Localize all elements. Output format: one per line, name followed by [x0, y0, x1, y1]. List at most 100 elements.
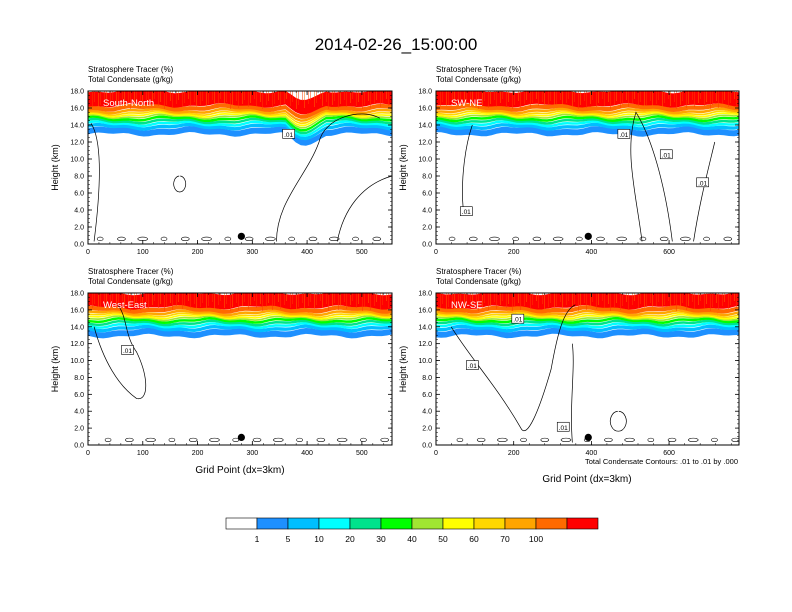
svg-text:.01: .01: [559, 425, 568, 432]
surface-contour: [456, 437, 464, 443]
y-tick-label: 10.0: [70, 358, 84, 365]
surface-contour: [273, 437, 284, 443]
colorbar-swatch: [318, 517, 351, 530]
surface-contour: [288, 236, 295, 241]
surface-contour: [489, 236, 500, 241]
surface-contour: [723, 236, 733, 241]
surface-contour: [552, 236, 564, 241]
tracer-band: [436, 126, 739, 137]
panel-header-condensate: Total Condensate (g/kg): [436, 75, 521, 84]
colorbar-label: 5: [286, 534, 291, 544]
y-tick-label: 10.0: [70, 157, 84, 164]
y-tick-label: 16.0: [70, 307, 84, 314]
y-tick-label: 12.0: [418, 140, 432, 147]
surface-contour: [576, 236, 583, 241]
x-tick-label: 200: [508, 249, 520, 256]
colorbar-swatch: [349, 517, 382, 530]
tracer-band: [88, 109, 392, 125]
tracer-band: [436, 120, 739, 128]
contour-label: .01: [556, 421, 570, 432]
x-tick-label: 0: [86, 450, 90, 457]
y-tick-label: 14.0: [418, 324, 432, 331]
contour-label: .01: [617, 129, 631, 139]
panel-header-condensate: Total Condensate (g/kg): [436, 277, 521, 286]
tracer-band: [436, 111, 739, 118]
tracer-band: [88, 327, 392, 339]
svg-text:.01: .01: [462, 209, 471, 216]
y-tick-label: 16.0: [418, 106, 432, 113]
y-tick-label: 6.0: [74, 191, 84, 198]
y-tick-label: 6.0: [422, 392, 432, 399]
colorbar-swatch: [380, 517, 413, 530]
y-tick-label: 16.0: [418, 307, 432, 314]
y-tick-label: 14.0: [70, 123, 84, 130]
panel-header-tracer: Stratosphere Tracer (%): [436, 65, 522, 74]
tracer-band: [436, 122, 739, 131]
y-tick-label: 8.0: [422, 174, 432, 181]
x-axis-label-left: Grid Point (dx=3km): [195, 465, 284, 476]
tracer-band: [88, 311, 392, 319]
svg-text:.01: .01: [468, 363, 477, 370]
surface-contour: [616, 236, 628, 241]
y-tick-label: 6.0: [74, 392, 84, 399]
contour-label: .01: [121, 345, 134, 355]
surface-contour: [647, 437, 655, 443]
surface-contour: [703, 236, 710, 241]
panel-header-condensate: Total Condensate (g/kg): [88, 75, 173, 84]
y-tick-label: 18.0: [418, 291, 432, 298]
colorbar-swatch: [411, 517, 444, 530]
x-tick-label: 400: [301, 450, 313, 457]
y-tick-label: 4.0: [74, 208, 84, 215]
colorbar-label: 50: [438, 534, 448, 544]
x-tick-label: 300: [246, 450, 258, 457]
tracer-band: [88, 117, 392, 135]
surface-contour: [468, 236, 478, 241]
colorbar-label: 1: [255, 534, 260, 544]
x-tick-label: 400: [301, 249, 313, 256]
x-tick-label: 200: [192, 450, 204, 457]
panel-name: South-North: [103, 98, 154, 109]
surface-contour: [520, 437, 527, 443]
y-tick-label: 18.0: [70, 89, 84, 96]
y-axis-label: Height (km): [50, 346, 60, 393]
tracer-band: [436, 305, 739, 314]
y-tick-label: 4.0: [422, 409, 432, 416]
tracer-band: [88, 122, 392, 141]
y-tick-label: 2.0: [74, 225, 84, 232]
surface-contour: [380, 437, 390, 443]
tracer-band: [436, 313, 739, 320]
x-tick-label: 300: [246, 249, 258, 256]
y-tick-label: 12.0: [70, 140, 84, 147]
panel-sw-ne: Stratosphere Tracer (%)Total Condensate …: [398, 65, 740, 256]
y-tick-label: 18.0: [70, 291, 84, 298]
surface-contour: [372, 236, 382, 241]
svg-text:.01: .01: [513, 317, 522, 324]
x-axis-label-right: Grid Point (dx=3km): [542, 474, 631, 485]
panel-name: SW-NE: [451, 98, 483, 109]
colorbar-label: 70: [500, 534, 510, 544]
colorbar: 1 5 10 20 30 40 50 60 70 100: [225, 517, 599, 544]
colorbar-label: 40: [407, 534, 417, 544]
surface-contour: [711, 437, 718, 443]
surface-contour: [604, 437, 613, 443]
y-tick-label: 0.0: [74, 443, 84, 450]
contour-label: .01: [466, 360, 479, 370]
surface-contour: [540, 437, 550, 443]
surface-contour: [476, 437, 486, 443]
colorbar-swatch: [225, 517, 258, 530]
surface-contour: [448, 236, 456, 241]
x-tick-label: 500: [356, 450, 368, 457]
surface-contour: [168, 437, 176, 443]
svg-text:.01: .01: [698, 180, 707, 187]
location-marker: [237, 433, 245, 441]
tracer-band: [88, 315, 392, 322]
panel-name: NW-SE: [451, 300, 483, 311]
colorbar-label: 10: [314, 534, 324, 544]
surface-contour: [680, 236, 691, 241]
x-tick-label: 0: [434, 249, 438, 256]
surface-contour: [731, 437, 739, 443]
tracer-band: [436, 324, 739, 333]
y-tick-label: 18.0: [418, 89, 432, 96]
y-tick-label: 6.0: [422, 191, 432, 198]
surface-contour: [360, 437, 367, 443]
